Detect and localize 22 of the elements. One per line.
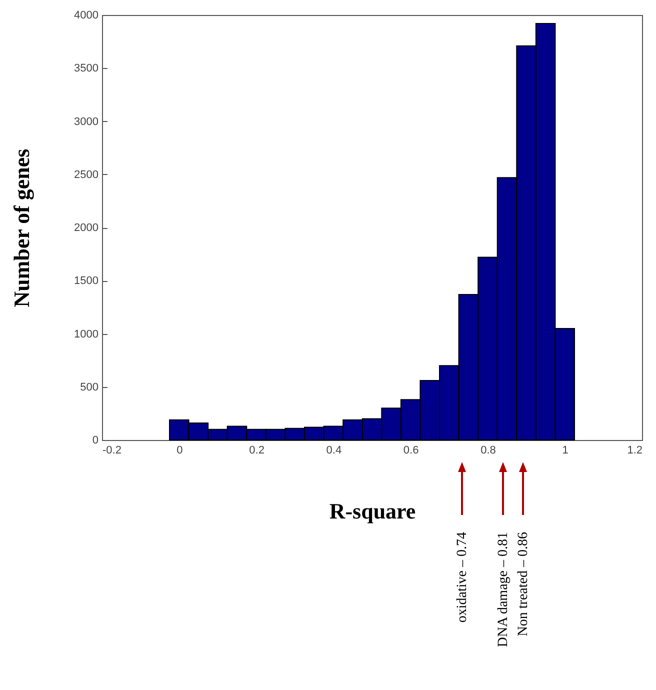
- y-tick-label: 3500: [74, 62, 98, 75]
- y-tick-label: 1500: [74, 275, 98, 288]
- text: DNA damage – 0.81: [496, 532, 511, 648]
- x-tick-label: 0.6: [403, 444, 419, 456]
- x-tick-label: 0: [176, 444, 183, 456]
- y-tick-label: 2000: [74, 222, 98, 234]
- y-tick-label: 500: [80, 381, 98, 394]
- text: oxidative – 0.74: [455, 532, 470, 623]
- x-tick-label: 0.2: [249, 444, 264, 456]
- text: Non treated – 0.86: [516, 532, 531, 636]
- x-tick-label: 1: [562, 444, 568, 456]
- y-tick-label: 3000: [74, 116, 98, 128]
- y-tick-label: 4000: [74, 10, 98, 22]
- x-tick-label: -0.2: [102, 444, 122, 456]
- y-tick-label: 1000: [74, 328, 98, 340]
- y-axis-title: Number of genes: [9, 148, 34, 308]
- x-tick-label: 0.8: [480, 444, 496, 456]
- y-tick-label: 2500: [74, 168, 98, 181]
- y-tick-label: 0: [92, 434, 98, 446]
- x-tick-label: 0.4: [326, 444, 342, 456]
- x-axis-title: R-square: [329, 498, 416, 524]
- x-tick-label: 1.2: [627, 444, 642, 456]
